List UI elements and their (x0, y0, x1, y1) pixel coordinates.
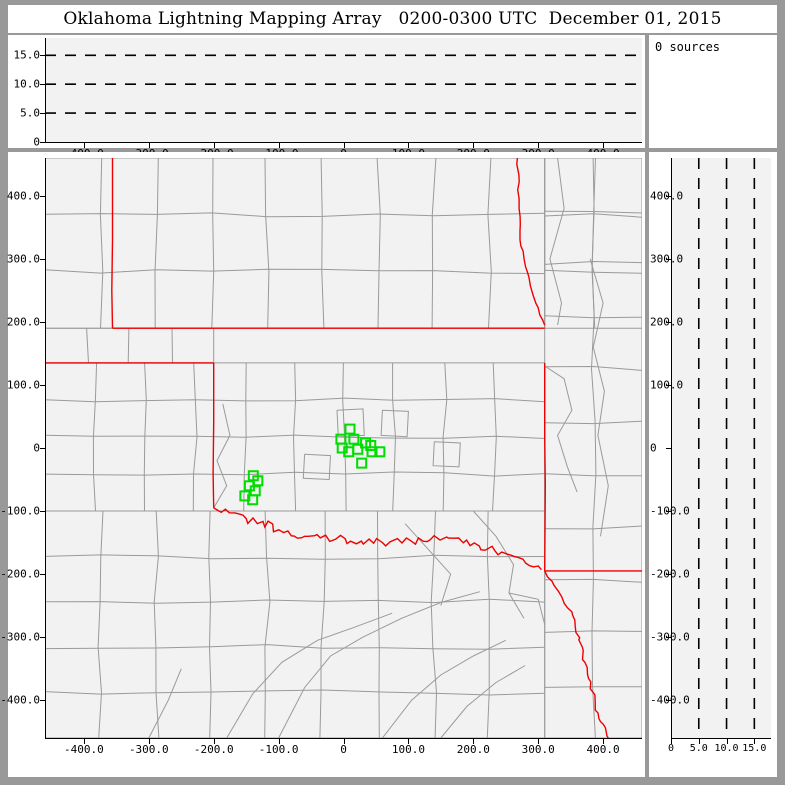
map-x-tick-mark (83, 738, 85, 744)
histogram-y-tick-mark (666, 511, 672, 513)
histogram-x-tick-mark (698, 738, 700, 744)
histogram-x-tick-mark (671, 738, 672, 744)
map-x-tick-label: 100.0 (391, 743, 425, 756)
time-height-x-tick-mark (278, 142, 280, 148)
map-y-tick-mark (40, 195, 46, 197)
time-height-gridlines (45, 54, 642, 114)
time-height-y-tick-label: 10.0 (13, 77, 41, 91)
lightning-source-marker[interactable] (356, 457, 368, 469)
map-y-tick-mark (40, 448, 46, 449)
time-height-x-tick-mark (213, 142, 215, 148)
time-height-y-tick-mark (40, 142, 46, 143)
histogram-x-tick-label: 10.0 (714, 743, 739, 754)
lightning-source-marker[interactable] (247, 494, 259, 506)
time-height-x-tick-mark (83, 142, 85, 148)
map-graphics (45, 158, 642, 738)
map-y-tick-label: 100.0 (6, 378, 40, 392)
map-y-tick-label: -300.0 (0, 630, 40, 644)
map-y-tick-mark (40, 258, 46, 260)
lightning-source-marker[interactable] (374, 446, 386, 458)
time-height-x-tick-mark (538, 142, 540, 148)
map-x-tick-mark (473, 738, 475, 744)
map-x-tick-mark (538, 738, 540, 744)
map-x-tick-label: 200.0 (456, 743, 490, 756)
map-x-tick-mark (278, 738, 280, 744)
lightning-source-marker[interactable] (365, 439, 377, 451)
map-x-tick-label: 0 (340, 743, 347, 756)
map-y-tick-label: 0 (33, 441, 40, 455)
time-height-x-tick-mark (343, 142, 345, 148)
map-y-tick-mark (40, 321, 46, 323)
time-height-y-tick-label: 0 (33, 135, 40, 149)
map-y-tick-label: -100.0 (0, 504, 40, 518)
histogram-y-tick-mark (666, 574, 672, 576)
histogram-y-tick-mark (666, 321, 672, 323)
lightning-source-marker[interactable] (344, 423, 356, 435)
lightning-source-marker[interactable] (343, 446, 355, 458)
time-height-panel[interactable]: 05.010.015.0 -400.0-300.0-200.0-100.0010… (8, 35, 645, 160)
time-height-y-tick-label: 5.0 (20, 106, 40, 120)
map-y-tick-label: -400.0 (0, 693, 40, 707)
time-height-x-tick-mark (473, 142, 475, 148)
time-height-plot-area[interactable] (45, 38, 642, 142)
map-x-tick-mark (148, 738, 150, 744)
map-x-tick-label: 300.0 (521, 743, 555, 756)
map-x-tick-label: -400.0 (64, 743, 104, 756)
histogram-y-tick-mark (666, 258, 672, 260)
histogram-y-tick-mark (666, 195, 672, 197)
time-height-x-tick-mark (408, 142, 410, 148)
time-height-x-tick-mark (148, 142, 150, 148)
histogram-y-tick-mark (666, 700, 672, 702)
map-y-tick-mark (40, 700, 46, 702)
map-x-tick-mark (408, 738, 410, 744)
map-y-tick-label: 400.0 (6, 189, 40, 203)
map-x-tick-label: -300.0 (128, 743, 169, 756)
time-height-y-tick-mark (40, 55, 46, 57)
histogram-x-tick-label: 0 (667, 743, 675, 754)
histogram-y-tick-mark (666, 637, 672, 639)
map-x-tick-mark (213, 738, 215, 744)
time-height-y-tick-label: 15.0 (13, 48, 41, 62)
county-boundaries-layer (45, 158, 642, 738)
state-boundaries-layer (45, 158, 642, 738)
map-y-tick-label: 300.0 (6, 252, 40, 266)
plan-view-plot-area[interactable] (45, 158, 642, 738)
histogram-y-tick-mark (666, 384, 672, 386)
time-height-y-tick-mark (40, 113, 46, 115)
map-x-tick-label: 400.0 (586, 743, 620, 756)
map-x-tick-label: -200.0 (193, 743, 234, 756)
page-title: Oklahoma Lightning Mapping Array 0200-03… (63, 9, 722, 29)
lightning-source-markers-layer[interactable] (239, 423, 386, 506)
histogram-x-axis-line (671, 738, 771, 739)
map-y-tick-mark (40, 384, 46, 386)
height-histogram-gridlines (697, 158, 756, 738)
time-height-x-tick-mark (603, 142, 605, 148)
plan-view-map-panel[interactable]: -400.0 -300.0 -200.0 -100.0 0 100.0 200.0 300.0… (0, 152, 645, 777)
height-histogram-plot-area[interactable] (671, 158, 771, 738)
histogram-y-tick-label: 0 (650, 441, 657, 455)
map-y-tick-mark (40, 637, 46, 639)
map-x-tick-mark (603, 738, 605, 744)
histogram-x-tick-mark (726, 738, 728, 744)
map-y-tick-label: 200.0 (6, 315, 40, 329)
source-count-panel: 0 sources (649, 35, 777, 148)
time-height-y-axis-line (45, 38, 46, 142)
histogram-x-tick-label: 5.0 (689, 743, 708, 754)
map-x-tick-label: -100.0 (258, 743, 299, 756)
map-y-tick-mark (40, 574, 46, 576)
time-height-y-tick-mark (40, 84, 46, 86)
map-y-tick-mark (40, 511, 46, 513)
source-count-label: 0 sources (655, 40, 721, 54)
map-y-tick-label: -200.0 (0, 567, 40, 581)
map-x-tick-mark (343, 738, 345, 744)
lightning-source-marker[interactable] (366, 446, 378, 458)
lightning-source-marker[interactable] (348, 433, 360, 445)
height-histogram-panel[interactable]: -400.0 -300.0 -200.0 -100.0 0 100.0 200.0 300.0… (649, 152, 777, 777)
histogram-x-tick-label: 15.0 (742, 743, 767, 754)
title-bar: Oklahoma Lightning Mapping Array 0200-03… (8, 5, 777, 33)
histogram-y-tick-mark (666, 448, 672, 449)
histogram-x-tick-mark (754, 738, 756, 744)
